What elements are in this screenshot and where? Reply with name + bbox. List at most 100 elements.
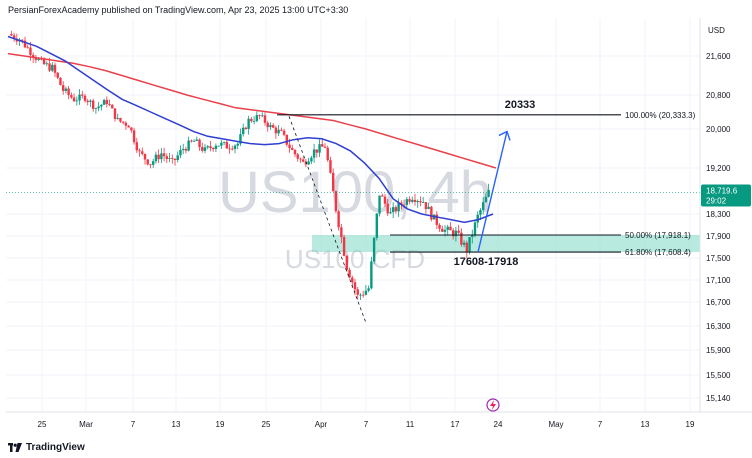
candle-body [315, 149, 319, 153]
candle-body [89, 100, 92, 102]
candle-body [97, 106, 100, 109]
candle-body [220, 142, 223, 146]
candle-body [21, 39, 24, 41]
lightning-icon [490, 400, 496, 410]
candle-body [277, 129, 280, 134]
price-tick-label: 19,200 [706, 164, 731, 173]
candle-body [378, 195, 381, 214]
candle-body [465, 242, 469, 253]
candle-body [250, 118, 253, 122]
candle-body [446, 226, 449, 230]
ma-slow-line [7, 52, 497, 169]
candle-body [206, 146, 209, 148]
time-tick-label: 25 [262, 420, 271, 429]
candle-body [67, 88, 70, 96]
time-tick-label: 11 [406, 420, 415, 429]
candle-body [179, 149, 182, 156]
time-tick-label: 13 [641, 420, 650, 429]
candle-body [94, 108, 98, 110]
price-tick-label: 17,500 [706, 254, 731, 263]
candle-body [29, 47, 32, 56]
candle-body [321, 144, 324, 147]
candle-body [323, 146, 327, 148]
candle-body [176, 155, 179, 160]
candle-body [23, 40, 27, 48]
candle-body [421, 202, 425, 203]
candle-body [476, 214, 479, 223]
candle-body [261, 115, 264, 117]
candle-body [146, 159, 149, 165]
candle-body [119, 117, 122, 122]
candle-body [105, 99, 109, 105]
candle-body [75, 100, 79, 102]
candle-body [132, 130, 136, 143]
candle-body [266, 122, 269, 128]
candle-body [10, 34, 13, 36]
candle-body [479, 209, 482, 215]
candle-body [111, 104, 114, 109]
price-tick-label: 16,300 [706, 322, 731, 331]
candle-body [203, 147, 207, 151]
candle-body [91, 100, 95, 109]
candle-body [342, 237, 346, 256]
candle-body [468, 237, 471, 253]
candle-body [337, 211, 340, 228]
countdown-label: 29:02 [706, 197, 727, 206]
candle-body [241, 127, 245, 135]
candle-body [397, 202, 400, 212]
candle-body [64, 88, 68, 91]
arrow-head-icon [498, 130, 511, 141]
candle-body [443, 229, 447, 232]
candle-body [451, 230, 455, 237]
candle-body [143, 153, 147, 160]
candle-body [345, 255, 349, 270]
price-tag-box [701, 184, 751, 207]
candle-body [391, 207, 395, 213]
candle-body [331, 172, 335, 192]
candle-body [334, 191, 338, 212]
candle-body [83, 95, 87, 101]
tradingview-logo-icon [8, 443, 22, 452]
tradingview-logo[interactable]: TradingView [8, 442, 85, 453]
candle-body [394, 207, 398, 212]
candle-body [430, 206, 433, 220]
fib-label: 50.00% (17,918.1) [625, 231, 691, 240]
candle-body [441, 228, 444, 232]
candle-body [162, 153, 166, 157]
candle-body [173, 158, 177, 160]
candle-body [416, 200, 419, 202]
candle-body [184, 148, 188, 151]
candle-body [231, 148, 234, 150]
candle-body [42, 59, 46, 65]
candle-body [160, 153, 163, 160]
candle-body [400, 202, 403, 205]
fib-zone [312, 235, 700, 253]
candle-body [348, 269, 351, 278]
candle-body [151, 161, 155, 165]
candle-body [192, 140, 196, 142]
candle-body [198, 139, 201, 148]
candle-body [258, 115, 261, 116]
candle-body [271, 125, 275, 128]
candle-body [291, 148, 294, 150]
candle-body [72, 97, 76, 102]
time-tick-label: 25 [38, 420, 47, 429]
candle-body [361, 294, 365, 296]
candle-body [214, 145, 218, 150]
candle-body [135, 142, 139, 151]
candle-body [471, 235, 474, 238]
candle-body [411, 199, 414, 202]
candle-body [312, 149, 316, 158]
time-tick-label: 19 [216, 420, 225, 429]
candle-body [381, 195, 384, 197]
candle-body [81, 94, 84, 96]
candle-body [31, 55, 35, 58]
candle-body [138, 150, 141, 152]
candle-body [211, 148, 215, 150]
candle-body [48, 63, 51, 71]
candle-body [301, 159, 305, 162]
candles [10, 30, 490, 300]
candle-body [389, 212, 392, 214]
candle-body [356, 289, 359, 295]
